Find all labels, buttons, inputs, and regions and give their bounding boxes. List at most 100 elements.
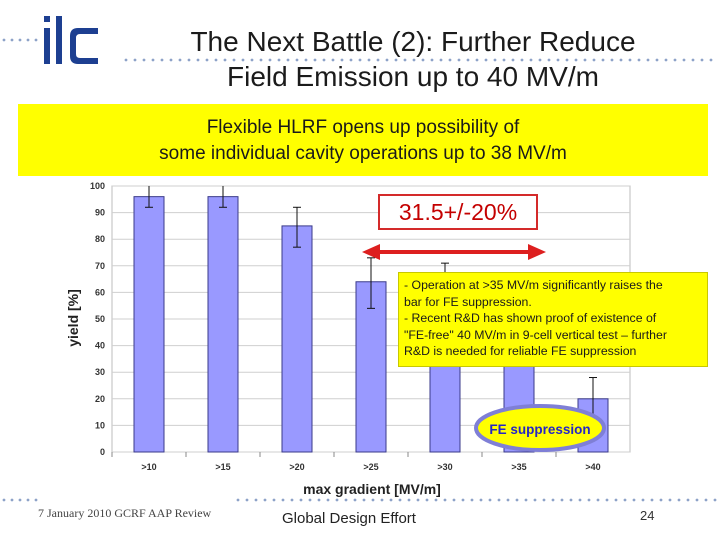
decor-dot	[569, 498, 573, 502]
decor-dot	[650, 498, 654, 502]
decor-dot	[421, 58, 425, 62]
decor-dot	[529, 58, 533, 62]
decor-dot	[484, 58, 488, 62]
decor-dot	[254, 498, 258, 502]
y-tick-label: 70	[95, 261, 105, 271]
decor-dot	[214, 58, 218, 62]
decor-dot	[709, 58, 713, 62]
decor-dot	[695, 498, 699, 502]
decor-dot	[268, 58, 272, 62]
x-axis-label: max gradient [MV/m]	[303, 481, 441, 497]
y-axis-label: yield [%]	[65, 289, 81, 347]
decor-dot	[277, 58, 281, 62]
decor-dot	[313, 58, 317, 62]
decor-dot	[304, 58, 308, 62]
decor-dot	[367, 58, 371, 62]
decor-dot	[443, 498, 447, 502]
decor-dot	[466, 58, 470, 62]
y-tick-label: 50	[95, 314, 105, 324]
decor-dot	[241, 58, 245, 62]
decor-dot	[623, 498, 627, 502]
decor-dot	[493, 58, 497, 62]
decor-dot	[223, 58, 227, 62]
ilc-logo	[44, 16, 98, 64]
decor-dot	[394, 58, 398, 62]
decor-dot	[677, 498, 681, 502]
decor-dot	[691, 58, 695, 62]
decor-dot	[385, 58, 389, 62]
decor-dot	[2, 498, 6, 502]
slide-title: The Next Battle (2): Further Reduce Fiel…	[190, 26, 636, 92]
decor-dot	[497, 498, 501, 502]
y-tick-label: 90	[95, 208, 105, 218]
decor-dot	[286, 58, 290, 62]
decor-dot	[205, 58, 209, 62]
decor-dot	[26, 498, 30, 502]
x-tick-label: >30	[437, 462, 452, 472]
decor-dot	[362, 498, 366, 502]
decor-dot	[178, 58, 182, 62]
decor-dot	[322, 58, 326, 62]
y-tick-label: 60	[95, 287, 105, 297]
decor-dot	[18, 38, 22, 42]
decor-dot	[461, 498, 465, 502]
page-number: 24	[640, 508, 655, 523]
decor-dot	[34, 38, 38, 42]
decor-dot	[133, 58, 137, 62]
decor-dot	[326, 498, 330, 502]
decor-dot	[475, 58, 479, 62]
note-line: bar for FE suppression.	[404, 294, 532, 309]
decor-dot	[308, 498, 312, 502]
decorative-dots-bottom	[2, 498, 717, 502]
note-line: - Recent R&D has shown proof of existenc…	[404, 311, 657, 325]
decor-dot	[187, 58, 191, 62]
decor-dot	[281, 498, 285, 502]
decor-dot	[524, 498, 528, 502]
decor-dot	[272, 498, 276, 502]
decor-dot	[371, 498, 375, 502]
decor-dot	[457, 58, 461, 62]
decor-dot	[565, 58, 569, 62]
yield-callout-box: 31.5+/-20%	[378, 194, 538, 230]
decor-dot	[704, 498, 708, 502]
decor-dot	[610, 58, 614, 62]
y-tick-label: 20	[95, 394, 105, 404]
decor-dot	[10, 498, 14, 502]
decor-dot	[641, 498, 645, 502]
decor-dot	[605, 498, 609, 502]
decor-dot	[290, 498, 294, 502]
decor-dot	[232, 58, 236, 62]
banner-text: Flexible HLRF opens up possibility of so…	[159, 117, 567, 164]
decor-dot	[655, 58, 659, 62]
highlight-banner	[18, 104, 708, 176]
y-tick-label: 100	[90, 181, 105, 191]
fe-suppression-label: FE suppression	[489, 422, 590, 437]
decor-dot	[380, 498, 384, 502]
decor-dot	[236, 498, 240, 502]
decor-dot	[412, 58, 416, 62]
decor-dot	[425, 498, 429, 502]
decor-dot	[10, 38, 14, 42]
decor-dot	[299, 498, 303, 502]
range-arrow	[362, 244, 546, 260]
decor-dot	[632, 498, 636, 502]
decor-dot	[542, 498, 546, 502]
bar	[281, 225, 313, 453]
decor-dot	[520, 58, 524, 62]
decor-dot	[398, 498, 402, 502]
decor-dot	[430, 58, 434, 62]
decor-dot	[551, 498, 555, 502]
decor-dot	[479, 498, 483, 502]
decor-dot	[259, 58, 263, 62]
decor-dot	[376, 58, 380, 62]
footer-organization: Global Design Effort	[282, 510, 416, 527]
decor-dot	[26, 38, 30, 42]
decor-dot	[160, 58, 164, 62]
y-tick-label: 0	[100, 447, 105, 457]
decor-dot	[151, 58, 155, 62]
bar	[207, 196, 239, 453]
decor-dot	[142, 58, 146, 62]
decor-dot	[250, 58, 254, 62]
decor-dot	[196, 58, 200, 62]
decor-dot	[317, 498, 321, 502]
